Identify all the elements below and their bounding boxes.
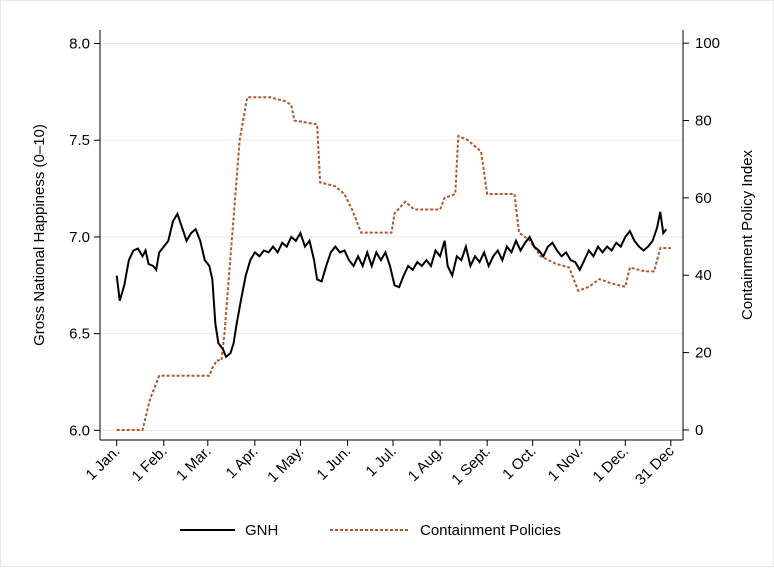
y2-tick-label: 60 [695,190,712,207]
y-tick-label: 6.5 [69,326,90,343]
y2-tick-label: 100 [695,35,720,52]
y2-axis-label: Containment Policy Index [739,149,756,320]
y-tick-label: 7.5 [69,132,90,149]
y2-tick-label: 20 [695,345,712,362]
y-tick-label: 8.0 [69,36,90,53]
y2-tick-label: 40 [695,267,712,284]
series-line [115,211,668,359]
y-tick-label: 6.0 [69,422,90,439]
y-axis-label: Gross National Happiness (0–10) [31,124,48,346]
legend-label: GNH [245,522,278,539]
y2-tick-label: 80 [695,113,712,130]
y-tick-label: 7.0 [69,229,90,246]
series-line [116,96,671,431]
y2-tick-label: 0 [695,422,703,439]
legend-label: Containment Policies [420,522,561,539]
